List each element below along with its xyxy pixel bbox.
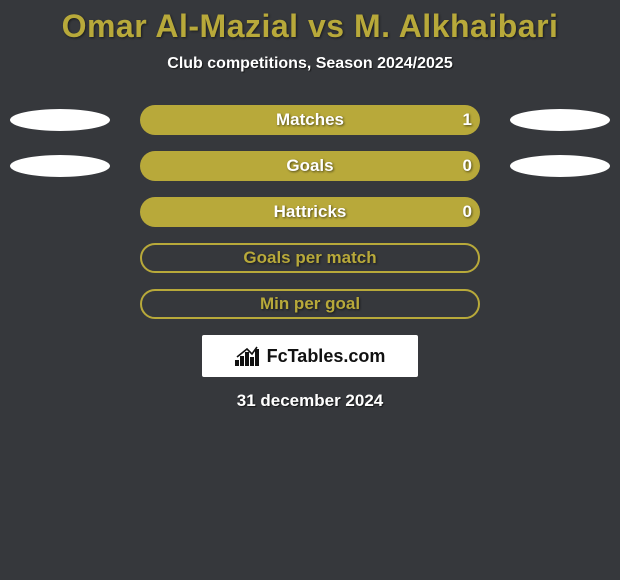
stat-row: Hattricks 0 (0, 197, 620, 227)
stat-label: Min per goal (260, 294, 360, 314)
stat-label: Goals (286, 156, 333, 176)
stat-rows: Matches 1 Goals 0 Hattricks 0 Goals per match M… (0, 105, 620, 319)
stat-bar: Matches (140, 105, 480, 135)
brand-chart-icon (235, 346, 261, 366)
left-marker (10, 155, 110, 177)
stat-row: Min per goal (0, 289, 620, 319)
stat-label: Goals per match (243, 248, 376, 268)
page-title: Omar Al-Mazial vs M. Alkhaibari (0, 8, 620, 45)
stat-bar: Hattricks (140, 197, 480, 227)
stat-label: Matches (276, 110, 344, 130)
stat-bar: Goals per match (140, 243, 480, 273)
brand-text: FcTables.com (267, 346, 386, 367)
stat-bar: Goals (140, 151, 480, 181)
date-label: 31 december 2024 (0, 391, 620, 411)
stat-right-value: 0 (463, 202, 472, 222)
stat-right-value: 1 (463, 110, 472, 130)
right-marker (510, 155, 610, 177)
stat-row: Goals 0 (0, 151, 620, 181)
stat-row: Goals per match (0, 243, 620, 273)
right-marker (510, 109, 610, 131)
brand-box: FcTables.com (202, 335, 418, 377)
subtitle: Club competitions, Season 2024/2025 (0, 55, 620, 73)
stat-row: Matches 1 (0, 105, 620, 135)
comparison-infographic: Omar Al-Mazial vs M. Alkhaibari Club com… (0, 0, 620, 580)
left-marker (10, 109, 110, 131)
stat-right-value: 0 (463, 156, 472, 176)
stat-label: Hattricks (274, 202, 347, 222)
stat-bar: Min per goal (140, 289, 480, 319)
